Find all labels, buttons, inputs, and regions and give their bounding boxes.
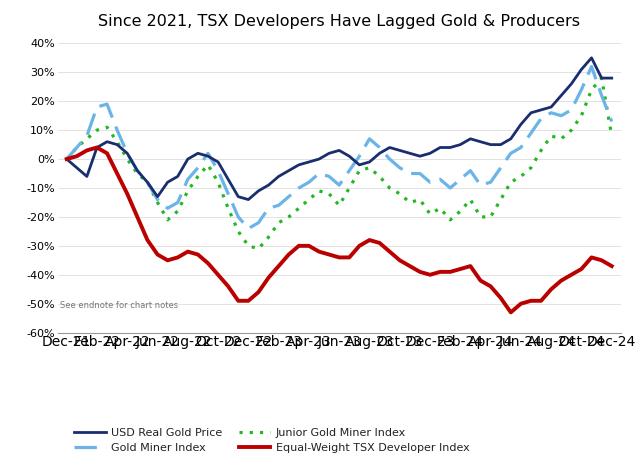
Title: Since 2021, TSX Developers Have Lagged Gold & Producers: Since 2021, TSX Developers Have Lagged G… (98, 15, 580, 30)
Legend: USD Real Gold Price, Gold Miner Index, Junior Gold Miner Index, Equal-Weight TSX: USD Real Gold Price, Gold Miner Index, J… (74, 428, 469, 453)
Text: See endnote for chart notes: See endnote for chart notes (60, 301, 179, 310)
